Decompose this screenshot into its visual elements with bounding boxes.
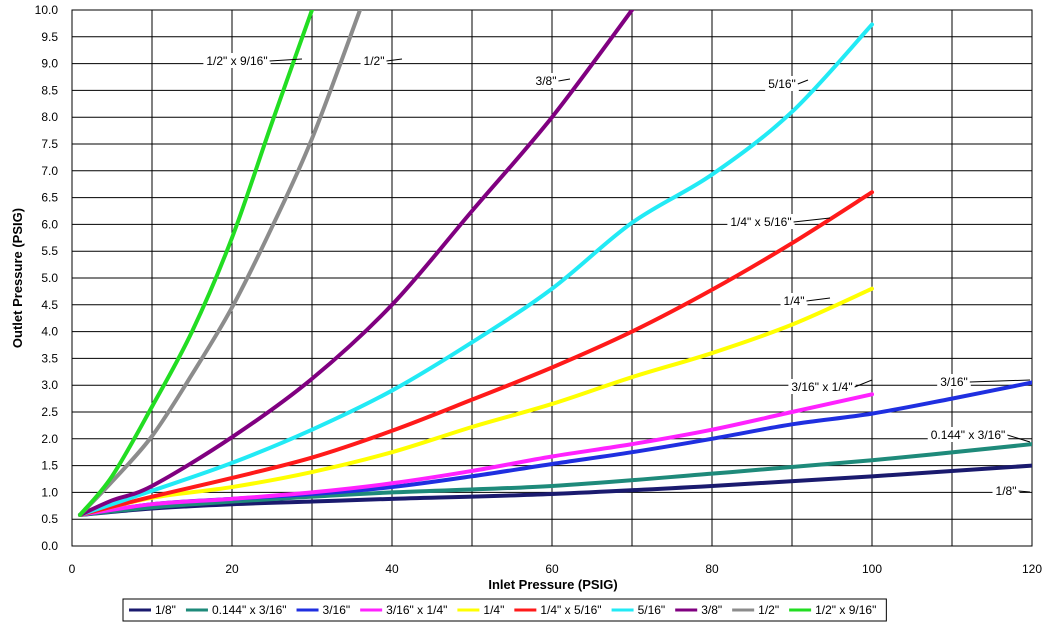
y-tick-label: 2.5 bbox=[41, 405, 58, 419]
leader-line bbox=[797, 79, 809, 85]
y-tick-label: 0.5 bbox=[41, 512, 58, 526]
series-label-bg bbox=[780, 293, 808, 308]
x-tick-label: 100 bbox=[862, 562, 882, 576]
series-label: 1/2" x 9/16" bbox=[206, 54, 267, 68]
y-tick-label: 7.5 bbox=[41, 137, 58, 151]
series-label: 1/4" x 5/16" bbox=[730, 215, 791, 229]
leader-line bbox=[806, 297, 831, 302]
legend-item: 3/16" x 1/4" bbox=[386, 603, 447, 617]
series-label-bg bbox=[927, 427, 1009, 442]
leader-line bbox=[558, 78, 571, 82]
series-lines bbox=[78, 10, 1032, 517]
y-tick-label: 4.0 bbox=[41, 325, 58, 339]
legend: 1/8" 0.144" x 3/16" 3/16" 3/16" x 1/4" 1/4" 1… bbox=[122, 598, 887, 622]
series-labels: 1/8" 0.144" x 3/16" 3/16" 3/16" x 1/4" 1/4" 1… bbox=[203, 53, 1031, 498]
y-tick-label: 4.5 bbox=[41, 298, 58, 312]
y-tick-label: 9.5 bbox=[41, 30, 58, 44]
y-tick-label: 10.0 bbox=[35, 3, 59, 17]
series-label: 3/16" x 1/4" bbox=[791, 380, 852, 394]
series-label: 0.144" x 3/16" bbox=[931, 428, 1006, 442]
series-line bbox=[78, 286, 874, 517]
y-tick-label: 1.5 bbox=[41, 459, 58, 473]
leader-line bbox=[269, 58, 303, 62]
y-tick-label: 1.0 bbox=[41, 485, 58, 499]
series-label-bg bbox=[937, 374, 971, 389]
series-label-bg bbox=[532, 73, 560, 88]
legend-item: 1/2" x 9/16" bbox=[815, 603, 876, 617]
series-line bbox=[78, 392, 874, 517]
y-tick-label: 0.0 bbox=[41, 539, 58, 553]
x-tick-label: 80 bbox=[705, 562, 719, 576]
series-label-bg bbox=[203, 53, 271, 68]
y-tick-label: 3.0 bbox=[41, 378, 58, 392]
legend-box bbox=[122, 598, 887, 622]
y-tick-label: 6.0 bbox=[41, 217, 58, 231]
x-tick-label: 120 bbox=[1022, 562, 1042, 576]
x-axis-title: Inlet Pressure (PSIG) bbox=[488, 577, 617, 592]
y-axis-title: Outlet Pressure (PSIG) bbox=[10, 208, 25, 348]
series-label-bg bbox=[788, 379, 856, 394]
series-line bbox=[78, 10, 314, 517]
legend-item: 5/16" bbox=[638, 603, 666, 617]
series-label-bg bbox=[992, 483, 1020, 498]
series-label: 1/2" bbox=[364, 54, 385, 68]
legend-item: 1/2" bbox=[758, 603, 779, 617]
legend-item: 3/8" bbox=[701, 603, 722, 617]
leader-line bbox=[854, 379, 873, 388]
y-tick-label: 7.0 bbox=[41, 164, 58, 178]
y-tick-label: 5.0 bbox=[41, 271, 58, 285]
series-label: 5/16" bbox=[768, 77, 796, 91]
series-label: 3/16" bbox=[940, 375, 968, 389]
leader-line bbox=[386, 58, 403, 62]
y-tick-label: 8.5 bbox=[41, 83, 58, 97]
series-label: 1/4" bbox=[784, 294, 805, 308]
y-tick-label: 3.5 bbox=[41, 351, 58, 365]
x-tick-label: 20 bbox=[225, 562, 239, 576]
legend-item: 3/16" bbox=[323, 603, 351, 617]
tick-labels: 0.0 0.5 1.0 1.5 2.0 2.5 3.0 3.5 4.0 4.5 5.0 5.5 6.0 6… bbox=[35, 3, 1043, 576]
legend-item: 0.144" x 3/16" bbox=[212, 603, 287, 617]
series-line bbox=[78, 190, 874, 517]
x-tick-label: 60 bbox=[545, 562, 559, 576]
legend-item: 1/4" x 5/16" bbox=[540, 603, 601, 617]
series-line bbox=[78, 10, 634, 517]
y-tick-label: 6.5 bbox=[41, 191, 58, 205]
series-label-bg bbox=[727, 214, 795, 229]
series-line bbox=[78, 442, 1032, 517]
y-tick-label: 2.0 bbox=[41, 432, 58, 446]
series-label: 3/8" bbox=[536, 74, 557, 88]
series-line bbox=[78, 22, 874, 517]
legend-item: 1/8" bbox=[155, 603, 176, 617]
series-label: 1/8" bbox=[996, 484, 1017, 498]
series-label-bg bbox=[360, 53, 388, 68]
y-tick-label: 8.0 bbox=[41, 110, 58, 124]
legend-item: 1/4" bbox=[483, 603, 504, 617]
leader-line bbox=[1018, 490, 1031, 493]
x-tick-label: 0 bbox=[69, 562, 76, 576]
leader-line bbox=[793, 217, 831, 223]
series-label-bg bbox=[765, 76, 799, 91]
leader-line bbox=[969, 379, 1031, 383]
y-tick-label: 9.0 bbox=[41, 57, 58, 71]
y-tick-label: 5.5 bbox=[41, 244, 58, 258]
leader-line bbox=[1007, 434, 1031, 443]
x-tick-label: 40 bbox=[385, 562, 399, 576]
series-line bbox=[78, 10, 362, 517]
